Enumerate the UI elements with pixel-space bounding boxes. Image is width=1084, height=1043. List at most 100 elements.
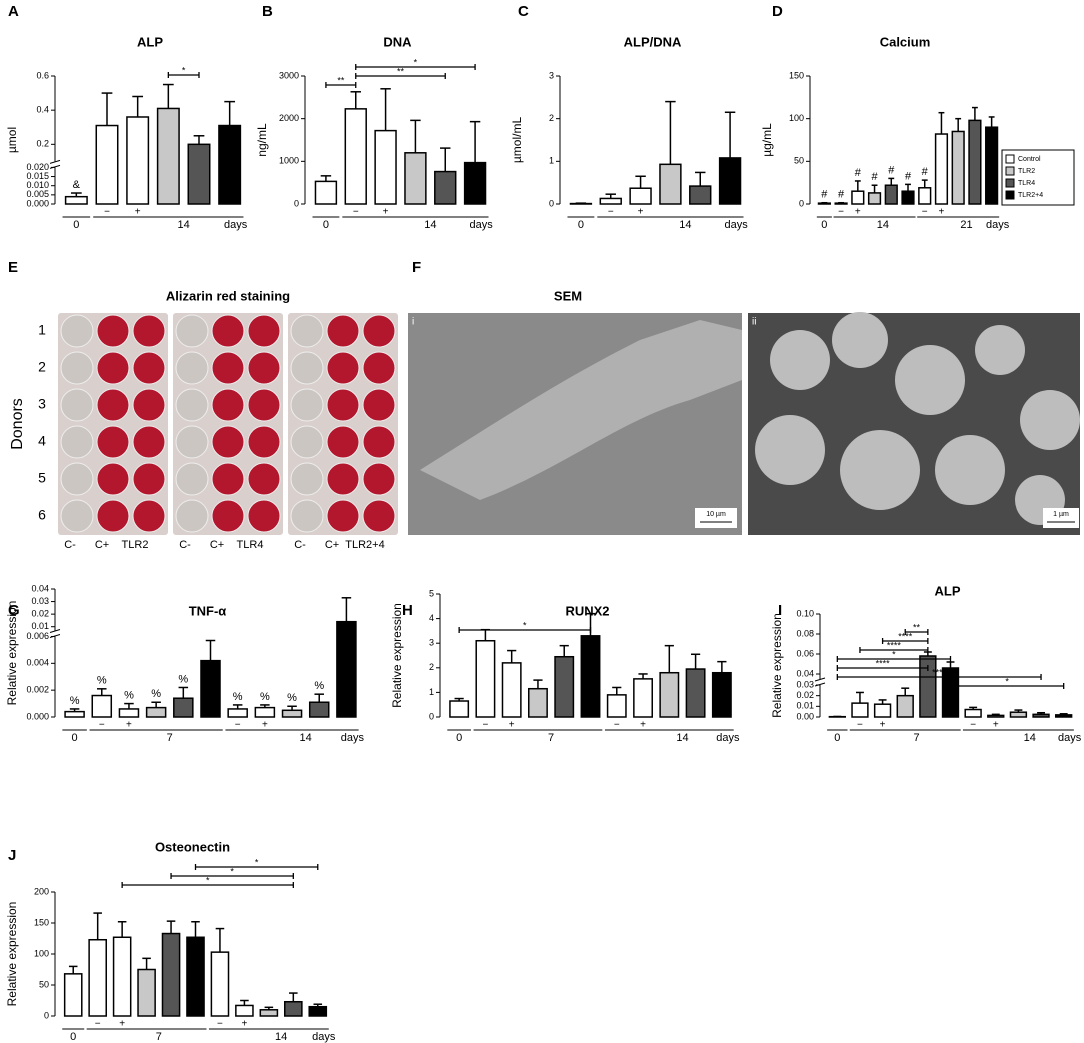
group-label: 0	[821, 219, 827, 231]
well	[290, 388, 324, 422]
y-tick-label: 0.06	[796, 648, 814, 658]
bar	[404, 152, 427, 205]
bar-label: %	[70, 695, 80, 707]
column-label: TLR2	[122, 539, 149, 551]
legend-swatch	[1005, 154, 1015, 164]
panel-letter: D	[772, 3, 783, 20]
x-tick-label: +	[241, 1019, 247, 1030]
y-tick-label: 0	[294, 198, 299, 208]
y-tick-label: 0.04	[796, 668, 814, 678]
plates	[58, 313, 398, 535]
significance-bracket	[355, 64, 476, 70]
well	[211, 425, 245, 459]
well	[247, 388, 281, 422]
x-tick-label: +	[383, 207, 389, 218]
well	[60, 499, 94, 533]
y-tick-label: 5	[429, 588, 434, 598]
bar-label: #	[855, 167, 862, 179]
group-label: 0	[456, 732, 462, 744]
bar	[685, 668, 706, 718]
panel-letter: H	[402, 602, 413, 619]
y-tick-label: 150	[34, 917, 49, 927]
x-tick-label: +	[939, 207, 945, 218]
well	[96, 462, 130, 496]
significance-bracket	[904, 629, 929, 635]
y-tick-label: 0.000	[26, 198, 49, 208]
significance-label: *	[206, 875, 210, 885]
y-tick-label: 0.01	[31, 621, 49, 631]
well	[362, 499, 396, 533]
chart-title: ALP	[935, 583, 961, 598]
well	[60, 351, 94, 385]
x-unit: days	[1058, 732, 1082, 744]
bar-label: #	[922, 166, 929, 178]
well	[96, 425, 130, 459]
x-tick-label: +	[119, 1019, 125, 1030]
bar-label: #	[821, 189, 828, 201]
y-tick-label: 0.020	[26, 162, 49, 172]
bar	[463, 161, 487, 205]
well	[211, 314, 245, 348]
significance-label: ****	[876, 658, 891, 668]
bar	[434, 170, 457, 205]
x-unit: days	[341, 732, 365, 744]
significance-bracket	[458, 627, 592, 633]
significance-label: **	[337, 75, 345, 85]
chart-title: ALP	[137, 34, 163, 49]
significance-bracket	[949, 683, 1065, 689]
bar	[88, 938, 107, 1017]
image-label: i	[412, 317, 414, 328]
bar	[873, 703, 892, 718]
panel-title: Alizarin red staining	[166, 288, 290, 303]
well	[290, 425, 324, 459]
bar-label: %	[260, 691, 270, 703]
y-tick-label: 0.006	[26, 631, 49, 641]
well	[326, 462, 360, 496]
bar	[145, 706, 167, 718]
well	[96, 351, 130, 385]
y-tick-label: 0.6	[36, 70, 49, 80]
significance-bracket	[836, 665, 929, 671]
bar	[200, 659, 221, 718]
well	[362, 314, 396, 348]
bar-label: %	[314, 680, 324, 692]
axis-label: Relative expression	[5, 601, 19, 706]
y-tick-label: 2000	[279, 113, 299, 123]
well	[132, 351, 166, 385]
bar	[210, 951, 230, 1017]
group-label: 0	[70, 1031, 76, 1043]
y-tick-label: 0.4	[36, 105, 49, 115]
x-tick-label: −	[482, 720, 488, 731]
panel-letter: B	[262, 3, 273, 20]
group-label: 0	[578, 219, 584, 231]
x-tick-label: −	[838, 207, 844, 218]
group-label: 14	[679, 219, 691, 231]
axis-label: Relative expression	[390, 603, 404, 708]
axis-break	[49, 159, 61, 169]
y-tick-label: 3000	[279, 70, 299, 80]
well	[132, 425, 166, 459]
bar	[896, 694, 914, 718]
bar	[867, 192, 882, 205]
y-tick-label: 0.01	[796, 701, 814, 711]
well	[60, 425, 94, 459]
well	[175, 388, 209, 422]
well	[175, 314, 209, 348]
well	[247, 351, 281, 385]
bar	[851, 190, 865, 205]
y-tick-label: 0.000	[26, 711, 49, 721]
well	[362, 388, 396, 422]
bar	[64, 195, 88, 205]
significance-bracket	[859, 647, 929, 653]
y-tick-label: 150	[789, 70, 804, 80]
y-tick-label: 3	[549, 70, 554, 80]
axis-label: Donors	[9, 398, 26, 450]
axis-label: ng/mL	[255, 123, 269, 157]
well	[326, 499, 360, 533]
row-label: 6	[38, 507, 46, 523]
y-tick-label: 3	[429, 638, 434, 648]
panel-letter: I	[778, 602, 782, 619]
bar	[501, 662, 522, 718]
scale-box	[1043, 508, 1079, 528]
significance-label: *	[255, 857, 259, 867]
